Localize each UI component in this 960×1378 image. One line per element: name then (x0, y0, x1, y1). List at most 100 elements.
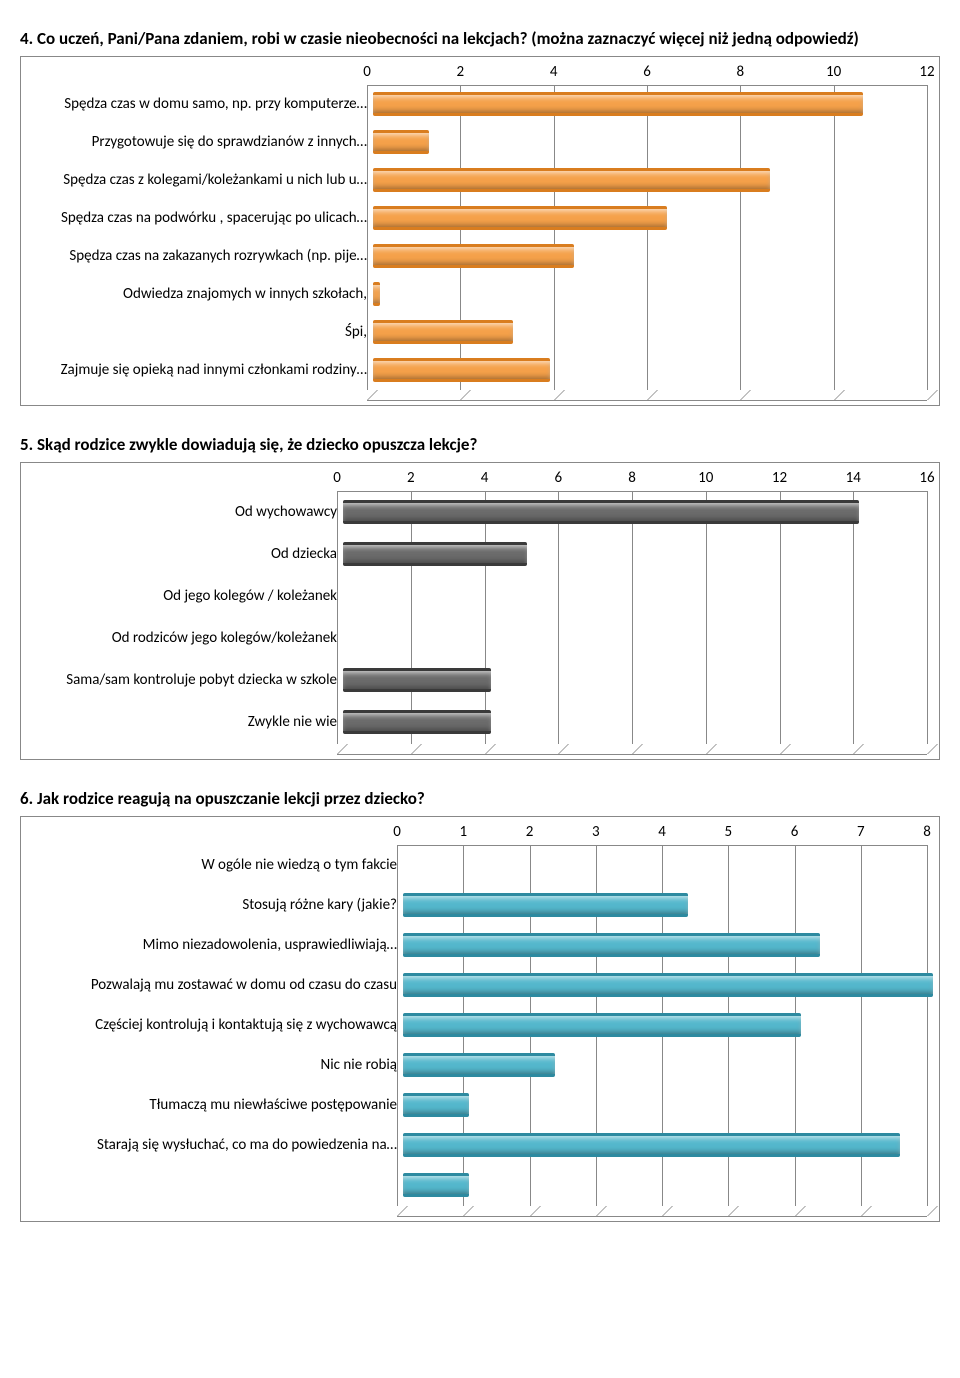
bar (343, 542, 527, 566)
chart-6-container: 012345678W ogóle nie wiedzą o tym fakcie… (20, 816, 940, 1222)
bar-bottom (403, 1114, 469, 1117)
bar (373, 206, 667, 230)
x-axis: 0246810121416 (337, 469, 927, 491)
chart-row: Częściej kontrolują i kontaktują się z w… (27, 1005, 927, 1045)
tick-label: 1 (459, 823, 467, 841)
category-label: W ogóle nie wiedzą o tym fakcie (27, 856, 403, 874)
tick-label: 5 (724, 823, 732, 841)
gridline (740, 390, 751, 400)
gridline (530, 1206, 541, 1216)
bar-track (373, 351, 927, 389)
bar (373, 358, 550, 382)
category-label: Stosują różne kary (jakie? (27, 896, 403, 914)
tick-label: 4 (550, 63, 558, 81)
question-6-title: 6. Jak rodzice reagują na opuszczanie le… (20, 788, 940, 810)
category-label: Pozwalają mu zostawać w domu od czasu do… (27, 976, 403, 994)
chart-row: Sama/sam kontroluje pobyt dziecka w szko… (27, 659, 927, 701)
gridline (397, 1206, 408, 1216)
bar-track (403, 1125, 927, 1165)
bar-bottom (403, 1034, 801, 1037)
tick-label: 3 (592, 823, 600, 841)
bar-bottom (403, 1194, 469, 1197)
bar-bottom (343, 689, 491, 692)
bar-bottom (373, 303, 380, 306)
chart-row (27, 1165, 927, 1205)
bar-face (403, 936, 820, 954)
chart-5-container: 0246810121416Od wychowawcyOd dzieckaOd j… (20, 462, 940, 760)
chart-row: Nic nie robią (27, 1045, 927, 1085)
bar-bottom (403, 994, 933, 997)
gridline (927, 744, 938, 754)
bar-face (343, 545, 527, 563)
bar-face (373, 285, 380, 303)
tick-label: 8 (923, 823, 931, 841)
gridline (861, 1206, 872, 1216)
tick-label: 6 (791, 823, 799, 841)
rows: Spędza czas w domu samo, np. przy komput… (27, 85, 927, 389)
chart-6: 012345678W ogóle nie wiedzą o tym fakcie… (27, 823, 933, 1215)
gridline (662, 1206, 673, 1216)
chart-floor (397, 1206, 927, 1217)
bar-track (373, 123, 927, 161)
bar-bottom (403, 1074, 555, 1077)
bar-face (343, 713, 491, 731)
gridline (706, 744, 717, 754)
tick-label: 16 (919, 469, 934, 487)
bar-track (343, 701, 927, 743)
category-label: Tłumaczą mu niewłaściwe postępowanie (27, 1096, 403, 1114)
gridline (632, 744, 643, 754)
gridline (795, 1206, 806, 1216)
bar (373, 282, 380, 306)
bar-face (373, 361, 550, 379)
gridline (463, 1206, 474, 1216)
gridline (411, 744, 422, 754)
gridline (927, 846, 928, 1206)
bar-track (343, 617, 927, 659)
bar (343, 710, 491, 734)
bar (403, 1133, 900, 1157)
question-4-title: 4. Co uczeń, Pani/Pana zdaniem, robi w c… (20, 28, 940, 50)
gridline (834, 390, 845, 400)
gridline (485, 744, 496, 754)
category-label: Odwiedza znajomych w innych szkołach, (27, 285, 373, 303)
gridline (596, 1206, 607, 1216)
chart-row: Od jego kolegów / koleżanek (27, 575, 927, 617)
gridline (367, 390, 378, 400)
bar-bottom (373, 189, 770, 192)
bar-track (373, 161, 927, 199)
bar-face (373, 95, 863, 113)
bar-track (343, 533, 927, 575)
category-label: Zajmuje się opieką nad innymi członkami … (27, 361, 373, 379)
bar (343, 668, 491, 692)
bar (403, 1173, 469, 1197)
chart-row: Spędza czas na podwórku , spacerując po … (27, 199, 927, 237)
gridline (927, 1206, 938, 1216)
bar (403, 973, 933, 997)
bar-bottom (403, 1154, 900, 1157)
category-label: Spędza czas na podwórku , spacerując po … (27, 209, 373, 227)
chart-row: Odwiedza znajomych w innych szkołach, (27, 275, 927, 313)
tick-label: 2 (457, 63, 465, 81)
chart-row: Od wychowawcy (27, 491, 927, 533)
bar-track (403, 1005, 927, 1045)
bar-face (403, 896, 688, 914)
chart-row: Przygotowuje się do sprawdzianów z innyc… (27, 123, 927, 161)
tick-label: 0 (363, 63, 371, 81)
chart-row: Od dziecka (27, 533, 927, 575)
bar-bottom (403, 954, 820, 957)
category-label: Przygotowuje się do sprawdzianów z innyc… (27, 133, 373, 151)
bar-bottom (373, 379, 550, 382)
category-label: Sama/sam kontroluje pobyt dziecka w szko… (27, 671, 343, 689)
bar (373, 320, 513, 344)
chart-row: Spędza czas z kolegami/koleżankami u nic… (27, 161, 927, 199)
bar-bottom (373, 113, 863, 116)
tick-label: 8 (737, 63, 745, 81)
chart-row: Stosują różne kary (jakie? (27, 885, 927, 925)
bar-track (403, 1045, 927, 1085)
gridline (927, 86, 928, 390)
category-label: Śpi, (27, 323, 373, 341)
chart-row: Spędza czas w domu samo, np. przy komput… (27, 85, 927, 123)
bar-track (403, 885, 927, 925)
tick-label: 6 (643, 63, 651, 81)
bar-track (343, 575, 927, 617)
